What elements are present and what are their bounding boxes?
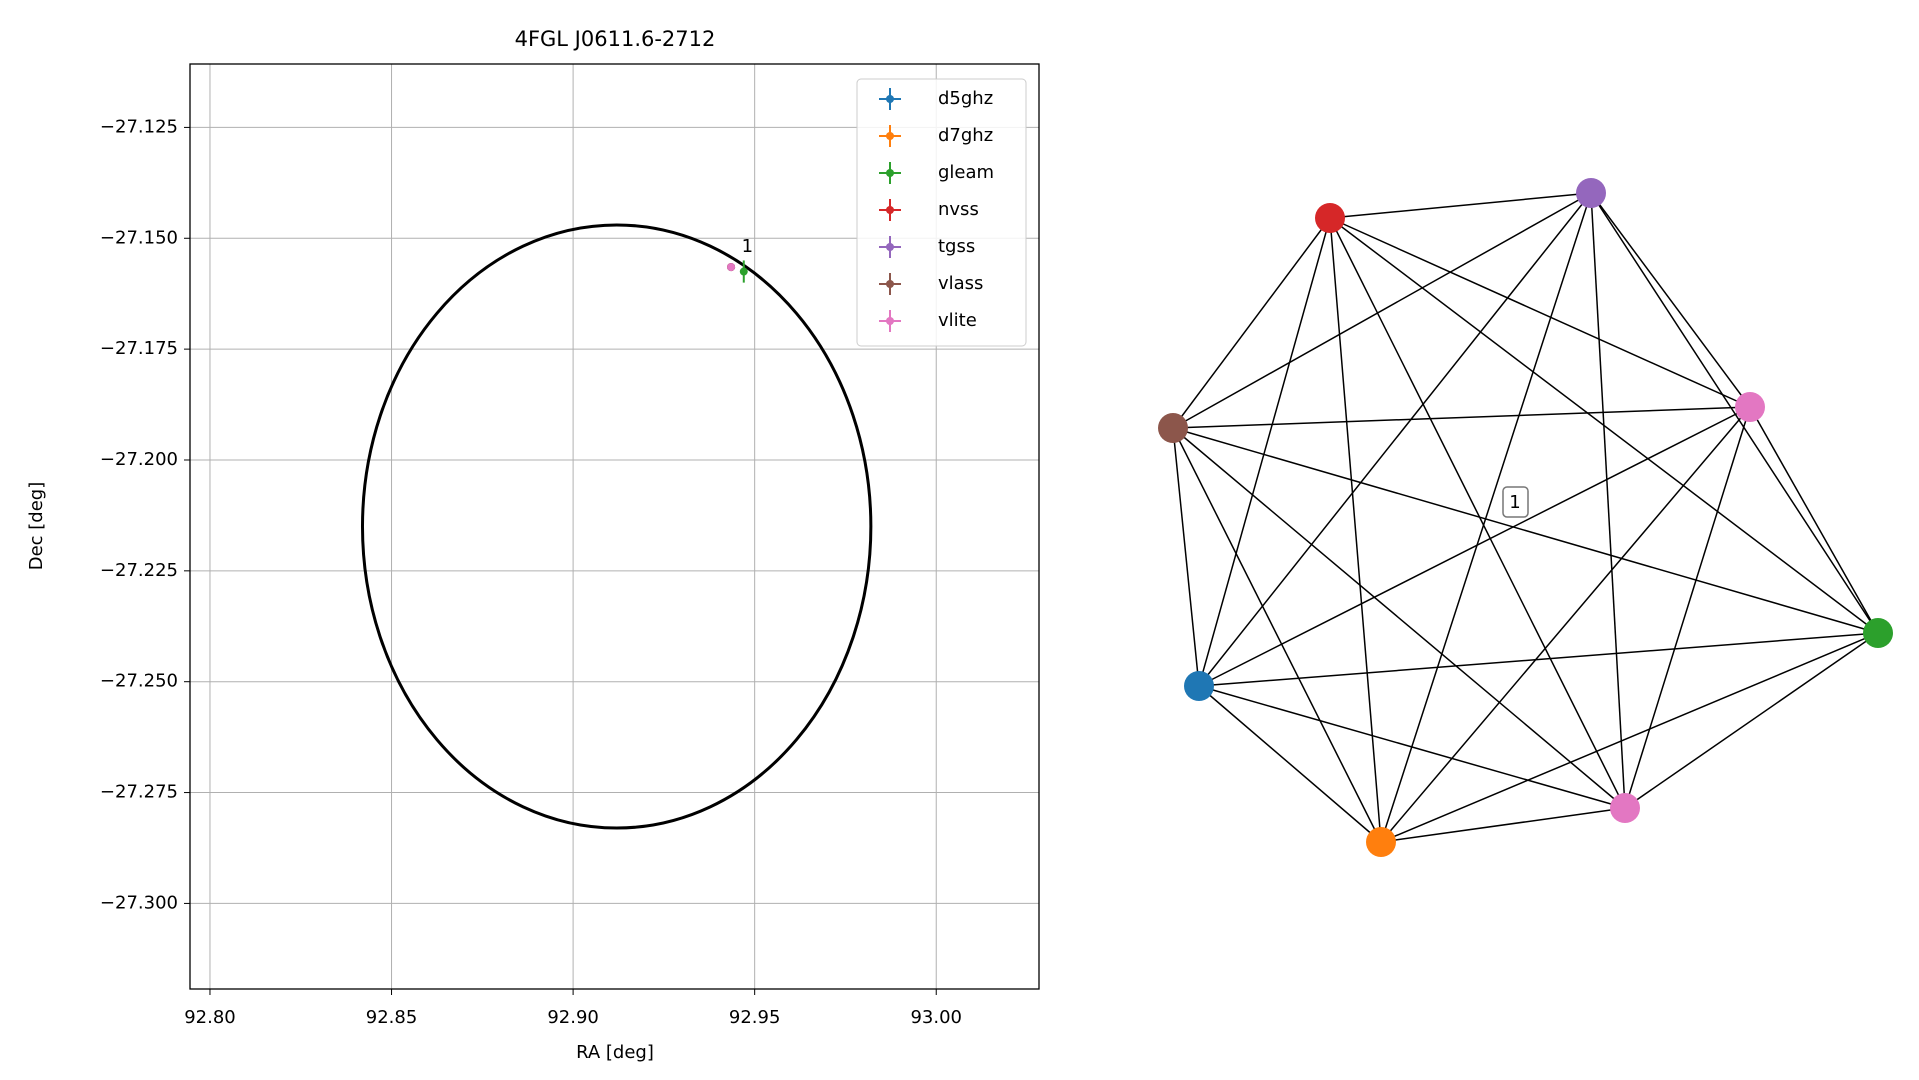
node [1158, 413, 1188, 443]
data-point [727, 263, 736, 272]
edge [1198, 406, 1751, 687]
edge [1172, 217, 1331, 429]
legend-marker [886, 132, 894, 140]
edge [1749, 406, 1879, 634]
node [1863, 618, 1893, 648]
y-tick-label: −27.125 [100, 116, 178, 137]
legend-marker [886, 169, 894, 177]
node [1184, 671, 1214, 701]
edge [1329, 217, 1382, 843]
y-axis-label: Dec [deg] [26, 482, 47, 571]
legend-label: d5ghz [938, 88, 993, 109]
x-tick-label: 92.95 [729, 1007, 781, 1028]
edge [1380, 192, 1592, 843]
x-tick-label: 92.85 [366, 1007, 418, 1028]
x-tick-label: 92.80 [184, 1007, 236, 1028]
node [1315, 203, 1345, 233]
legend-marker [886, 317, 894, 325]
edge [1380, 406, 1751, 843]
edge [1624, 406, 1751, 809]
legend-marker [886, 206, 894, 214]
edge [1590, 192, 1626, 809]
error-ellipse [360, 223, 873, 830]
label-box [1502, 486, 1529, 518]
node [1576, 178, 1606, 208]
edge [1380, 807, 1626, 843]
legend-marker [886, 95, 894, 103]
edge [1329, 217, 1626, 809]
legend-label: vlite [938, 310, 977, 331]
legend-label: gleam [938, 162, 994, 183]
scatter-panel: 4FGL J0611.6-2712 RA [deg] Dec [deg] 92.… [26, 27, 1040, 1063]
plot-frame [189, 63, 1040, 990]
y-tick-label: −27.175 [100, 338, 178, 359]
node [1610, 793, 1640, 823]
legend-box [856, 78, 1027, 347]
y-tick-label: −27.250 [100, 671, 178, 692]
y-tick-label: −27.300 [100, 892, 178, 913]
edge [1624, 632, 1879, 809]
y-tick-label: −27.275 [100, 782, 178, 803]
y-tick-label: −27.225 [100, 560, 178, 581]
x-tick-label: 92.90 [547, 1007, 599, 1028]
data-point [739, 267, 748, 276]
y-tick-label: −27.150 [100, 227, 178, 248]
chart-title: 4FGL J0611.6-2712 [515, 27, 716, 51]
edge [1198, 685, 1626, 809]
edge [1329, 192, 1592, 219]
legend-marker [886, 243, 894, 251]
legend-label: nvss [938, 199, 979, 220]
edge [1172, 406, 1751, 429]
edge [1198, 632, 1879, 687]
edge [1329, 217, 1751, 408]
legend-label: vlass [938, 273, 983, 294]
edge [1172, 427, 1382, 843]
annotation: 1 [742, 236, 753, 257]
edge [1172, 427, 1626, 809]
x-tick-label: 93.00 [910, 1007, 962, 1028]
x-axis-label: RA [deg] [576, 1042, 654, 1063]
edge [1198, 685, 1382, 843]
network-panel: 1 [1158, 178, 1893, 857]
edge [1590, 192, 1879, 634]
node [1735, 392, 1765, 422]
edge [1172, 427, 1200, 687]
legend-label: d7ghz [938, 125, 993, 146]
legend-marker [886, 280, 894, 288]
edge [1172, 427, 1879, 634]
edge [1172, 192, 1592, 429]
edge [1198, 192, 1592, 687]
edge [1590, 192, 1751, 408]
node [1366, 827, 1396, 857]
edge [1198, 217, 1331, 687]
legend-label: tgss [938, 236, 975, 257]
y-tick-label: −27.200 [100, 449, 178, 470]
edge [1380, 632, 1879, 843]
graph-label: 1 [1509, 492, 1520, 513]
